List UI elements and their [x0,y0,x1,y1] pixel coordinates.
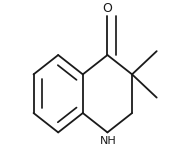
Text: NH: NH [100,136,116,146]
Text: O: O [102,2,112,15]
